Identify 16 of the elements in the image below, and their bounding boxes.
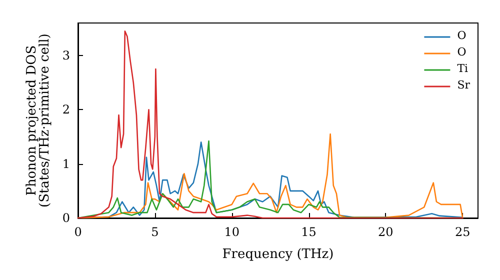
legend-label: Ti	[457, 62, 469, 75]
x-axis-title: Frequency (THz)	[222, 247, 334, 262]
x-tick-label: 25	[454, 225, 470, 239]
x-tick-label: 5	[151, 225, 159, 239]
x-tick-label: 15	[301, 225, 316, 239]
y-tick-label: 3	[62, 48, 70, 62]
y-tick-label: 0	[62, 211, 70, 225]
legend-label: Sr	[457, 78, 471, 92]
y-tick-label: 1	[62, 156, 70, 171]
legend-label: O	[457, 29, 466, 42]
legend-label: O	[457, 46, 466, 58]
x-tick-label: 0	[74, 225, 82, 239]
x-tick-label: 10	[224, 225, 240, 239]
y-tick-label: 2	[62, 102, 70, 117]
y-axis-title: Phonon projected DOS (States/THz·primitive cell)	[24, 33, 52, 208]
x-tick-label: 20	[378, 225, 394, 239]
